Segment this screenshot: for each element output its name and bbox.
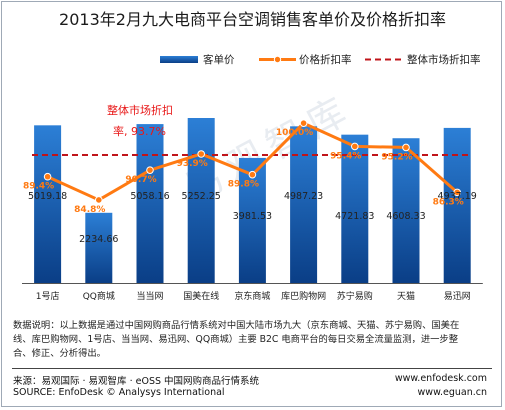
rate-value-label: 95.4% — [330, 151, 361, 161]
source-cn: 来源：易观国际 · 易观智库 · eOSS 中国网购商品行情系统 — [13, 376, 260, 387]
x-tick-label: 易迅网 — [444, 291, 471, 302]
source-website-eguan: www.eguan.cn — [417, 387, 487, 398]
x-tick-label: QQ商城 — [83, 290, 115, 302]
reference-annotation: 整体市场折扣率, 93.7% — [107, 103, 173, 138]
source-website-enfodesk: www.enfodesk.com — [394, 373, 487, 384]
legend-bar-label: 客单价 — [203, 53, 235, 66]
rate-value-label: 93.9% — [177, 159, 208, 169]
data-labels: 5019.18 2234.66 5058.16 5252.25 3981.53 4987.… — [23, 128, 477, 245]
rate-value-label: 95.2% — [381, 152, 412, 162]
x-tick-label: 苏宁易购 — [337, 290, 373, 302]
bar-天猫 — [392, 138, 420, 283]
data-note-line-2: 线、库巴购物网、1号店、当当网、易迅网、QQ商城）主要 B2C 电商平台的每日交… — [13, 334, 459, 345]
data-note-line-1: 数据说明：以上数据是通过中国网购商品行情系统对中国大陆市场九大（京东商城、天猫、… — [13, 320, 460, 331]
bar-value-label: 2234.66 — [79, 234, 118, 245]
x-tick-label: 国美在线 — [183, 290, 219, 302]
line-series — [43, 119, 462, 204]
bar-苏宁易购 — [341, 134, 369, 283]
bar-value-label: 5058.16 — [130, 191, 169, 202]
legend-bar-swatch — [160, 56, 198, 63]
bar-value-label: 4721.83 — [335, 211, 374, 222]
bar-当当网 — [136, 124, 164, 284]
legend: 客单价 价格折扣率 整体市场折扣率 — [160, 53, 481, 66]
rate-point-1号店 — [43, 172, 52, 181]
reference-annotation-line-1: 整体市场折扣 — [107, 103, 173, 117]
reference-annotation-line-2: 率, 93.7% — [113, 124, 166, 138]
source-en: SOURCE: EnfoDesk © Analysys Internationa… — [13, 387, 225, 398]
bar-series — [34, 118, 471, 284]
rate-point-当当网 — [146, 166, 154, 174]
rate-value-label: 89.4% — [23, 182, 54, 192]
data-note-line-3: 合、修正、分析得出。 — [13, 348, 106, 359]
x-tick-label: 库巴购物网 — [281, 290, 326, 302]
rate-point-京东商城 — [248, 170, 257, 179]
legend-reference-label: 整体市场折扣率 — [407, 53, 481, 66]
bar-库巴购物网 — [290, 126, 318, 284]
rate-value-label: 90.7% — [125, 175, 156, 185]
bar-QQ商城 — [85, 212, 113, 283]
rate-value-label: 84.8% — [74, 205, 105, 215]
rate-point-苏宁易购 — [351, 142, 359, 151]
bar-value-label: 4987.23 — [284, 191, 323, 202]
rate-point-国美在线 — [197, 150, 205, 158]
bar-国美在线 — [187, 118, 215, 283]
bar-value-label: 4937.19 — [438, 191, 477, 202]
rate-point-库巴购物网 — [299, 119, 308, 127]
legend-line-label: 价格折扣率 — [299, 53, 352, 66]
rate-point-天猫 — [402, 143, 410, 152]
bar-京东商城 — [238, 157, 266, 283]
bar-1号店 — [34, 125, 62, 283]
rate-point-易迅网 — [453, 188, 462, 197]
chart-title: 2013年2月九大电商平台空调销售客单价及价格折扣率 — [59, 10, 446, 29]
rate-value-label: 89.8% — [228, 180, 259, 190]
bar-value-label: 5252.25 — [182, 191, 221, 202]
legend-line-marker — [273, 55, 282, 64]
rate-value-label: 86.3% — [433, 197, 464, 207]
footer-divider — [12, 368, 492, 369]
x-tick-label: 天猫 — [397, 290, 415, 302]
bar-value-label: 3981.53 — [233, 211, 272, 222]
x-axis: 1号店 QQ商城 当当网 国美在线 京东商城 库巴购物网 苏宁易购 天猫 易迅网 — [22, 283, 483, 302]
x-tick-label: 京东商城 — [234, 290, 270, 302]
bar-value-label: 5019.18 — [28, 191, 67, 202]
rate-point-QQ商城 — [95, 196, 103, 204]
bar-value-label: 4608.33 — [386, 211, 425, 222]
data-note: 数据说明：以上数据是通过中国网购商品行情系统对中国大陆市场九大（京东商城、天猫、… — [13, 319, 491, 361]
rate-value-label: 100.0% — [276, 128, 314, 138]
x-tick-label: 当当网 — [136, 290, 163, 302]
bar-易迅网 — [443, 127, 471, 283]
x-tick-label: 1号店 — [36, 290, 60, 302]
